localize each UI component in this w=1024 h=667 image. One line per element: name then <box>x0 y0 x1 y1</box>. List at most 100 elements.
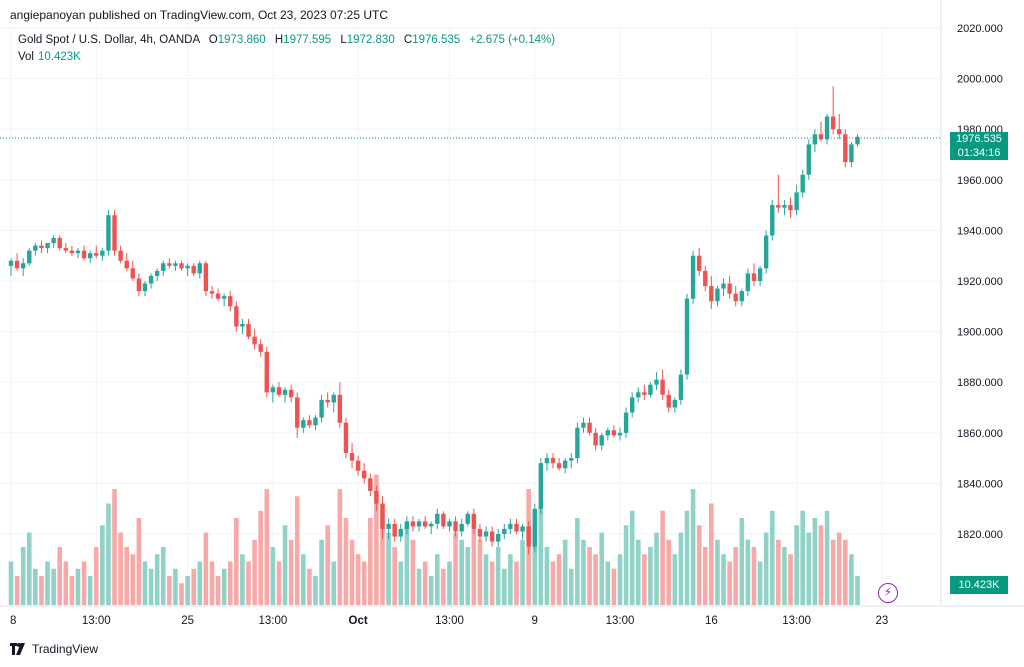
open-value: 1973.860 <box>217 34 266 46</box>
candle-body <box>526 526 531 547</box>
candle-body <box>654 379 659 385</box>
price-axis[interactable]: 1820.000 1840.000 1860.000 1880.000 1900.000… <box>957 23 1003 541</box>
volume-bar <box>386 532 391 605</box>
volume-bar <box>562 539 568 605</box>
candle-body <box>136 278 142 292</box>
volume-bar <box>721 554 726 605</box>
volume-bar <box>8 561 14 605</box>
candle-body <box>343 422 349 454</box>
volume-bar <box>209 561 215 605</box>
candle-body <box>130 268 135 279</box>
volume-bar <box>197 561 203 605</box>
candle-body <box>14 260 20 269</box>
candle-body <box>331 394 336 403</box>
publisher-line: angiepanoyan published on TradingView.co… <box>10 8 389 22</box>
candle-body <box>514 523 519 532</box>
candle-body <box>39 245 44 249</box>
volume-bar <box>100 525 105 605</box>
candle-body <box>33 245 38 251</box>
volume-bar <box>855 576 860 605</box>
price-tick-label: 1860.000 <box>957 428 1003 440</box>
candle-body <box>751 273 757 281</box>
volume-bar <box>106 503 111 605</box>
candle-body <box>739 291 744 302</box>
high-value: 1977.595 <box>283 34 332 46</box>
volume-bar <box>538 503 544 605</box>
candle-body <box>276 387 282 395</box>
candle-body <box>593 432 598 446</box>
candle-body <box>745 273 751 292</box>
time-tick-label: 9 <box>532 615 538 627</box>
volume-bar <box>794 525 799 605</box>
volume-bar <box>739 518 745 605</box>
volume-bar <box>33 568 38 605</box>
volume-bar <box>666 539 672 605</box>
time-tick-label: 13:00 <box>435 615 464 627</box>
candle-body <box>788 205 793 211</box>
volume-bar <box>404 525 410 605</box>
volume-bar <box>51 568 56 605</box>
candle-body <box>550 458 556 464</box>
volume-bar <box>26 532 32 605</box>
series-legend[interactable]: Gold Spot / U.S. Dollar, 4h, OANDA O1973… <box>18 34 555 46</box>
volume-bar <box>246 561 251 605</box>
lightning-bolt-icon[interactable]: ⚡ <box>878 583 898 603</box>
candle-body <box>410 521 416 527</box>
candle-body <box>660 379 665 395</box>
volume-bar <box>148 568 154 605</box>
candle-body <box>806 144 811 175</box>
volume-bar <box>319 539 324 605</box>
price-tick-label: 2020.000 <box>957 23 1003 35</box>
volume-bar <box>459 539 464 605</box>
candle-body <box>782 205 787 208</box>
volume-bar <box>556 554 562 605</box>
volume-bar <box>288 539 294 605</box>
volume-bar <box>763 532 769 605</box>
candle-body <box>209 291 215 294</box>
volume-bar <box>136 518 142 605</box>
candle-body <box>556 463 562 469</box>
candle-body <box>124 260 129 269</box>
candle-body <box>288 389 294 398</box>
volume-bar <box>678 532 684 605</box>
candle-body <box>94 253 99 256</box>
volume-bar <box>331 561 337 605</box>
candle-body <box>27 250 32 264</box>
price-tick-label: 1880.000 <box>957 377 1003 389</box>
brand-name: TradingView <box>32 642 99 656</box>
candle-body <box>581 422 586 428</box>
candle-body <box>69 250 75 254</box>
volume-bar <box>343 518 349 605</box>
candle-body <box>544 458 550 464</box>
candle-body <box>75 250 81 254</box>
candle-body <box>843 134 848 163</box>
price-tick-label: 1840.000 <box>957 478 1003 490</box>
volume-bar <box>252 539 257 605</box>
volume-bar <box>575 518 580 605</box>
volume-bar <box>769 510 775 605</box>
candle-body <box>337 394 343 423</box>
candle-body <box>191 265 196 274</box>
price-tick-label: 2000.000 <box>957 74 1003 86</box>
time-tick-label: Oct <box>349 615 368 627</box>
candle-body <box>837 129 842 135</box>
candle-body <box>696 255 702 271</box>
footer-branding[interactable]: TradingView <box>10 642 98 656</box>
candle-body <box>666 394 671 408</box>
candle-body <box>453 521 458 532</box>
symbol-title: Gold Spot / U.S. Dollar, 4h, OANDA <box>18 34 200 46</box>
candle-body <box>51 237 56 244</box>
time-tick-label: 25 <box>181 615 194 627</box>
volume-bar <box>264 489 270 605</box>
volume-bar <box>830 539 836 605</box>
volume-legend[interactable]: Vol 10.423K <box>18 51 81 63</box>
candle-body <box>112 215 117 251</box>
volume-bar <box>380 503 385 605</box>
price-tick-label: 1960.000 <box>957 175 1003 187</box>
time-axis[interactable]: 8 13:00 25 13:00 Oct 13:00 9 13:00 16 13:00 23 <box>10 615 888 627</box>
volume-bar <box>788 554 793 605</box>
volume-bar <box>611 568 617 605</box>
volume-bar <box>544 547 550 605</box>
volume-bar <box>654 532 659 605</box>
